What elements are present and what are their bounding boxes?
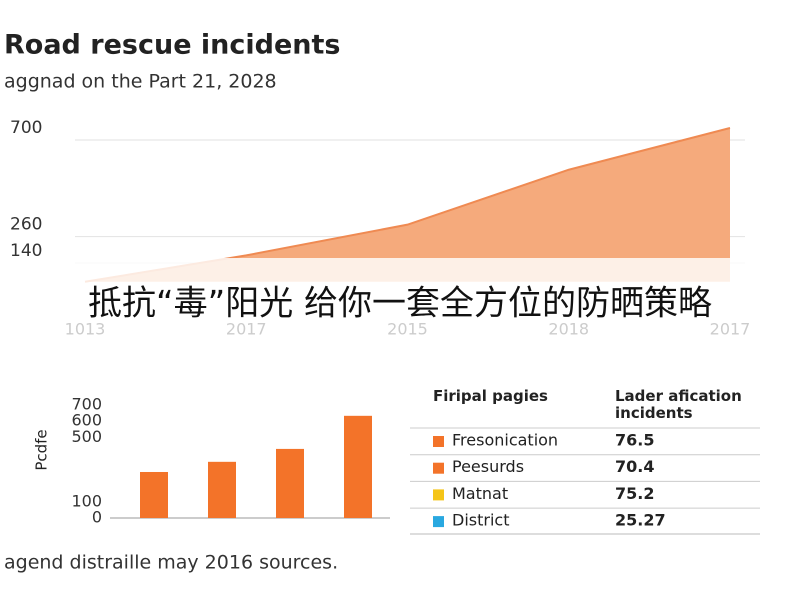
table-header: Lader afication incidents: [615, 387, 742, 422]
row-name: Matnat: [452, 484, 508, 503]
x-tick-label: 1013: [65, 320, 106, 339]
legend-swatch: [433, 462, 444, 474]
table-header: Firipal pagies: [433, 387, 548, 405]
row-name: District: [452, 511, 509, 530]
row-name: Peesurds: [452, 457, 524, 476]
legend-swatch: [433, 489, 444, 501]
footer: agend distraille may 2016 sources.: [4, 552, 338, 574]
caption: 抵抗“毒”阳光 给你一套全方位的防晒策略: [88, 284, 712, 324]
y-tick-label: 700: [10, 118, 42, 138]
bar: [208, 461, 236, 518]
bar: [276, 448, 304, 518]
x-tick-label: 2018: [548, 320, 589, 339]
row-value: 75.2: [615, 484, 654, 503]
row-value: 25.27: [615, 511, 666, 530]
x-tick-label: 2017: [710, 320, 751, 339]
row-value: 76.5: [615, 431, 654, 450]
y-tick-label: 600: [71, 411, 102, 430]
row-value: 70.4: [615, 457, 654, 476]
y-axis-label: Pcdfe: [33, 429, 51, 470]
y-tick-label: 140: [10, 241, 42, 261]
bar: [140, 471, 168, 518]
y-tick-label: 260: [10, 215, 42, 235]
bar: [344, 415, 372, 518]
area: [85, 128, 730, 282]
y-tick-label: 700: [71, 395, 102, 414]
y-tick-label: 100: [71, 491, 102, 510]
caption-band: [0, 258, 800, 320]
title: Road rescue incidents: [4, 30, 341, 61]
y-tick-label: 0: [92, 508, 102, 527]
legend-swatch: [433, 436, 444, 447]
row-name: Fresonication: [452, 431, 558, 450]
x-tick-label: 2015: [387, 320, 428, 339]
x-tick-label: 2017: [226, 320, 267, 339]
y-tick-label: 500: [71, 427, 102, 446]
legend-swatch: [433, 516, 444, 528]
subtitle: aggnad on the Part 21, 2028: [4, 71, 277, 93]
